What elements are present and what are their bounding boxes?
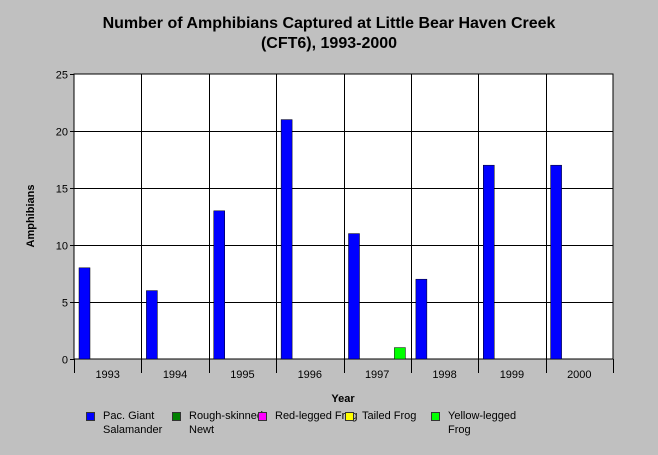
chart-title-line-2: (CFT6), 1993-2000 (260, 35, 398, 52)
y-tick-label: 15 (56, 184, 68, 196)
y-tick-label: 5 (62, 298, 68, 310)
y-tick-label: 0 (62, 355, 68, 367)
bar (394, 347, 406, 360)
legend-swatch (86, 412, 95, 421)
bar (78, 267, 91, 360)
y-tick-label: 25 (56, 70, 68, 82)
x-axis-label: Year (331, 393, 355, 405)
grid-lines (74, 74, 613, 359)
x-tick-label: 1997 (365, 369, 389, 381)
y-axis-label: Amphibians (25, 185, 37, 248)
y-tick-label: 20 (56, 127, 68, 139)
x-tick-label: 2000 (567, 369, 591, 381)
legend-label: Tailed Frog (362, 410, 417, 422)
y-tick-label: 10 (56, 241, 68, 253)
legend-label: Rough-skinned Newt (189, 410, 263, 436)
chart-title-line-1: Number of Amphibians Captured at Little … (102, 15, 556, 32)
bars (78, 119, 562, 360)
x-tick-label: 1994 (163, 369, 187, 381)
legend-label: Red-legged Frog (275, 410, 358, 422)
bar (348, 233, 360, 360)
chart-title: Number of Amphibians Captured at Little … (0, 14, 658, 54)
x-tick-label: 1998 (432, 369, 456, 381)
bar (213, 210, 225, 360)
bar (146, 290, 158, 360)
bar (483, 164, 495, 360)
plot-area (73, 73, 614, 360)
bar (550, 164, 562, 360)
legend-swatch (172, 412, 181, 421)
legend-swatch (431, 412, 440, 421)
bar (280, 119, 293, 360)
legend-swatch (258, 412, 267, 421)
legend-swatch (345, 412, 354, 421)
legend-label: Yellow-legged Frog (448, 410, 517, 436)
x-tick-label: 1999 (500, 369, 524, 381)
x-tick-label: 1996 (298, 369, 322, 381)
bar (415, 278, 428, 360)
legend-label: Pac. Giant Salamander (103, 410, 163, 436)
x-tick-label: 1993 (95, 369, 119, 381)
x-tick-label: 1995 (230, 369, 254, 381)
axes: 0 5 10 15 20 25 1993 1994 1995 1996 1997 1998 1999 20… (56, 70, 614, 381)
